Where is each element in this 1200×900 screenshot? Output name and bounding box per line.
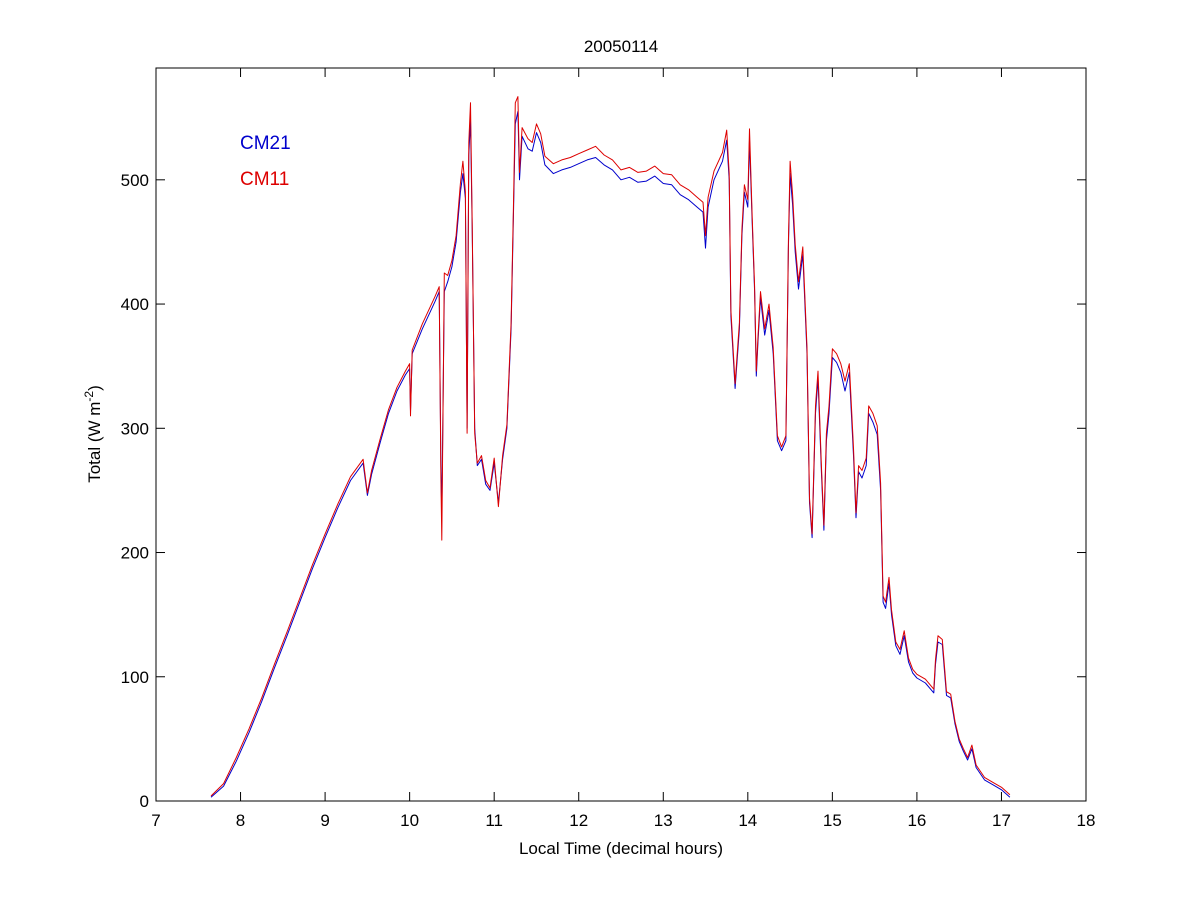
x-tick-label: 13	[654, 811, 673, 830]
x-tick-label: 9	[320, 811, 329, 830]
y-tick-label: 400	[121, 295, 149, 314]
x-tick-label: 15	[823, 811, 842, 830]
x-tick-label: 8	[236, 811, 245, 830]
series-layer	[210, 96, 1011, 798]
x-tick-label: 12	[569, 811, 588, 830]
plot-area	[155, 67, 1087, 802]
axis-ticks: 7 8 9 10 11 12 13 14 15 16 17 18 0 100 200 300 400 500	[121, 68, 1096, 830]
y-axis-title-close: )	[85, 385, 104, 391]
y-axis-title-sup: -2	[82, 391, 96, 402]
series-line-cm11	[210, 96, 1011, 797]
legend-label-cm11: CM11	[240, 169, 289, 190]
y-axis-title-main: Total (W m	[85, 402, 104, 483]
x-tick-label: 18	[1077, 811, 1096, 830]
y-tick-label: 0	[140, 792, 149, 811]
x-axis-title: Local Time (decimal hours)	[519, 839, 723, 858]
x-tick-label: 17	[992, 811, 1011, 830]
legend-label-cm21: CM21	[240, 133, 291, 154]
y-tick-label: 200	[121, 544, 149, 563]
chart-title: 20050114	[584, 37, 658, 56]
y-tick-label: 500	[121, 171, 149, 190]
x-tick-label: 10	[400, 811, 419, 830]
x-tick-label: 14	[738, 811, 757, 830]
x-tick-label: 11	[485, 811, 503, 830]
y-tick-label: 100	[121, 668, 149, 687]
x-tick-label: 16	[907, 811, 926, 830]
y-tick-label: 300	[121, 419, 149, 438]
x-tick-label: 7	[151, 811, 160, 830]
y-axis-title: Total (W m-2)	[82, 385, 104, 483]
legend: CM21 CM11	[240, 133, 291, 190]
